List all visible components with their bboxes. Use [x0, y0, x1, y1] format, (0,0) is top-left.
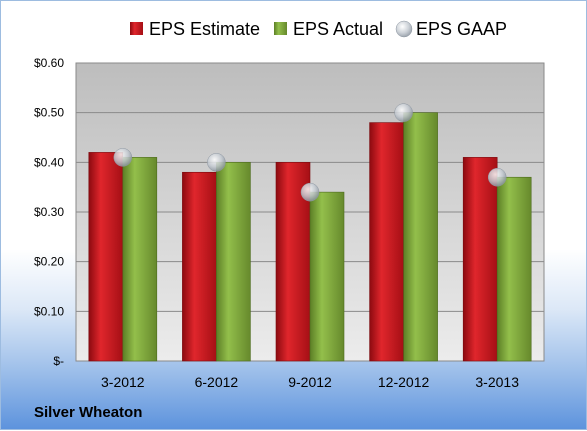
x-tick-label: 3-2013 [475, 374, 519, 390]
y-tick-label: $0.40 [34, 155, 64, 169]
bar-eps-estimate [369, 122, 404, 362]
y-tick-label: $0.60 [34, 56, 64, 70]
bar-eps-actual [216, 162, 251, 362]
marker-eps-gaap [487, 167, 507, 187]
company-label: Silver Wheaton [34, 404, 142, 421]
gaap-markers [113, 103, 507, 202]
bar-eps-actual [403, 112, 438, 362]
x-axis: 3-2012 6-2012 9-2012 12-2012 3-2013 [101, 374, 519, 390]
y-tick-label: $0.20 [34, 255, 64, 269]
bar-eps-actual [309, 191, 345, 362]
marker-eps-gaap [113, 148, 133, 167]
y-tick-label: $0.10 [34, 304, 64, 318]
y-tick-label: $- [53, 354, 64, 368]
legend-estimate-swatch [130, 22, 143, 35]
y-axis: $- $0.10 $0.20 $0.30 $0.40 $0.50 $0.60 [34, 56, 64, 368]
legend-actual-swatch [274, 22, 287, 35]
x-tick-label: 12-2012 [378, 374, 430, 390]
bars [88, 112, 532, 362]
x-tick-label: 6-2012 [195, 374, 239, 390]
bar-eps-estimate [88, 152, 124, 362]
marker-eps-gaap [394, 103, 413, 122]
bar-eps-actual [122, 157, 158, 362]
legend-actual-label: EPS Actual [293, 19, 383, 39]
legend-estimate-label: EPS Estimate [149, 19, 260, 39]
bar-eps-estimate [462, 157, 498, 362]
marker-eps-gaap [300, 182, 320, 202]
marker-eps-gaap [207, 153, 226, 172]
legend-gaap-label: EPS GAAP [416, 19, 507, 39]
bar-eps-estimate [182, 171, 217, 362]
x-tick-label: 9-2012 [288, 374, 332, 390]
y-tick-label: $0.30 [34, 205, 64, 219]
y-tick-label: $0.50 [34, 106, 64, 120]
legend-gaap-swatch [395, 20, 413, 38]
x-tick-label: 3-2012 [101, 374, 145, 390]
bar-eps-actual [496, 176, 532, 362]
legend: EPS Estimate EPS Actual EPS GAAP [130, 19, 507, 39]
